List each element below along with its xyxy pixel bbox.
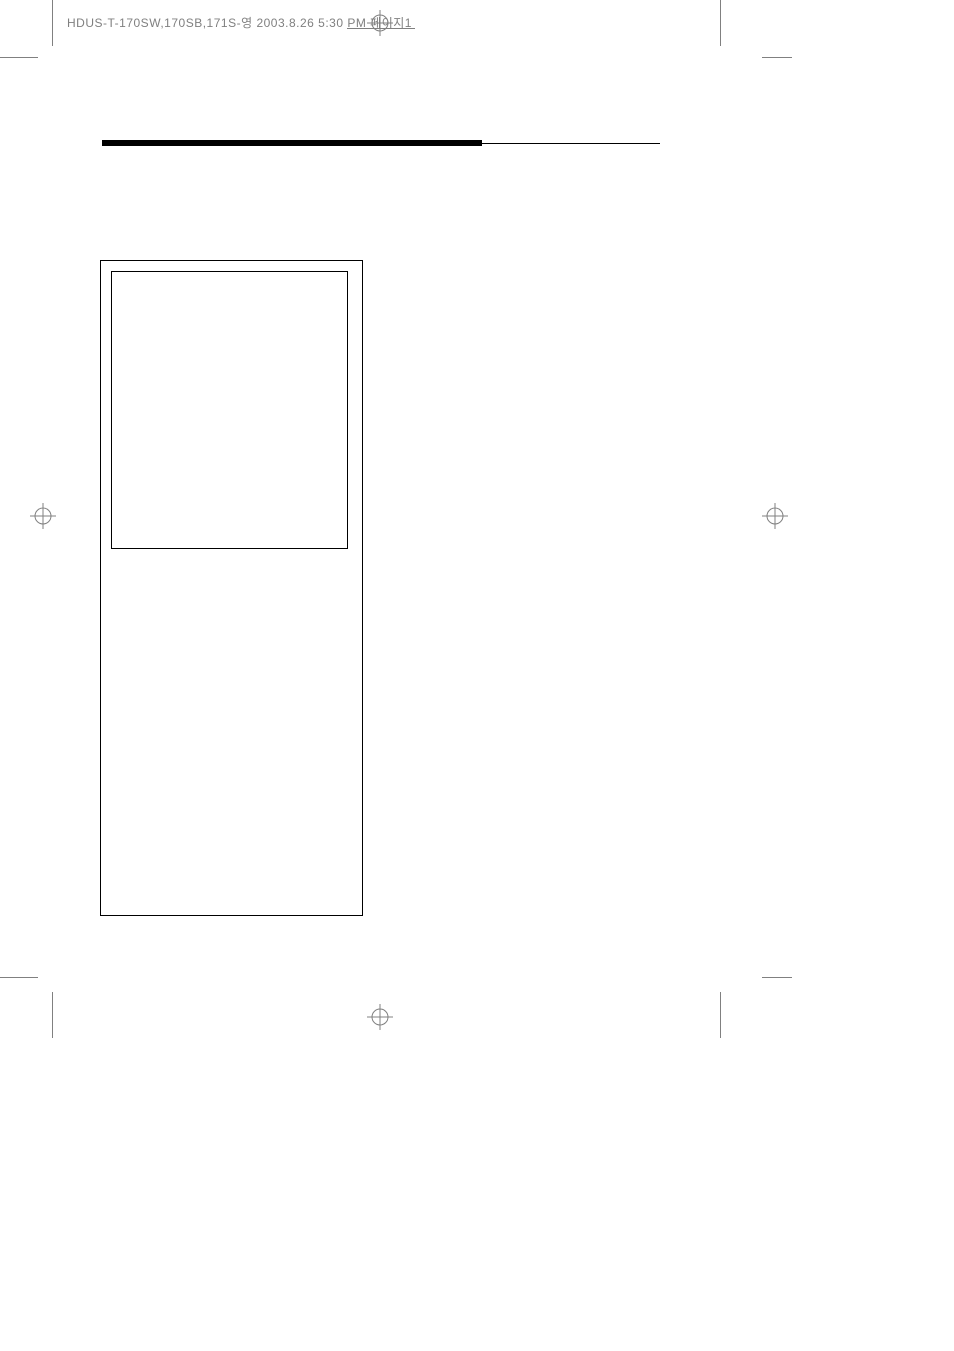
registration-mark-bottom [367,1004,393,1035]
crop-mark-bottom-right-vertical [720,992,721,1038]
registration-mark-top [367,10,393,41]
crop-mark-bottom-left-vertical [52,992,53,1038]
crop-mark-top-left-vertical [52,0,53,46]
crop-mark-top-right-horizontal [762,57,792,58]
crop-mark-bottom-left-horizontal [0,977,38,978]
registration-mark-left [30,503,56,534]
registration-mark-right [762,503,788,534]
title-bar-thick [102,140,482,146]
crop-mark-top-left-horizontal [0,57,38,58]
content-inner-box [111,271,348,549]
crop-mark-top-right-vertical [720,0,721,46]
crop-mark-bottom-right-horizontal [762,977,792,978]
title-bar-thin [482,143,660,144]
